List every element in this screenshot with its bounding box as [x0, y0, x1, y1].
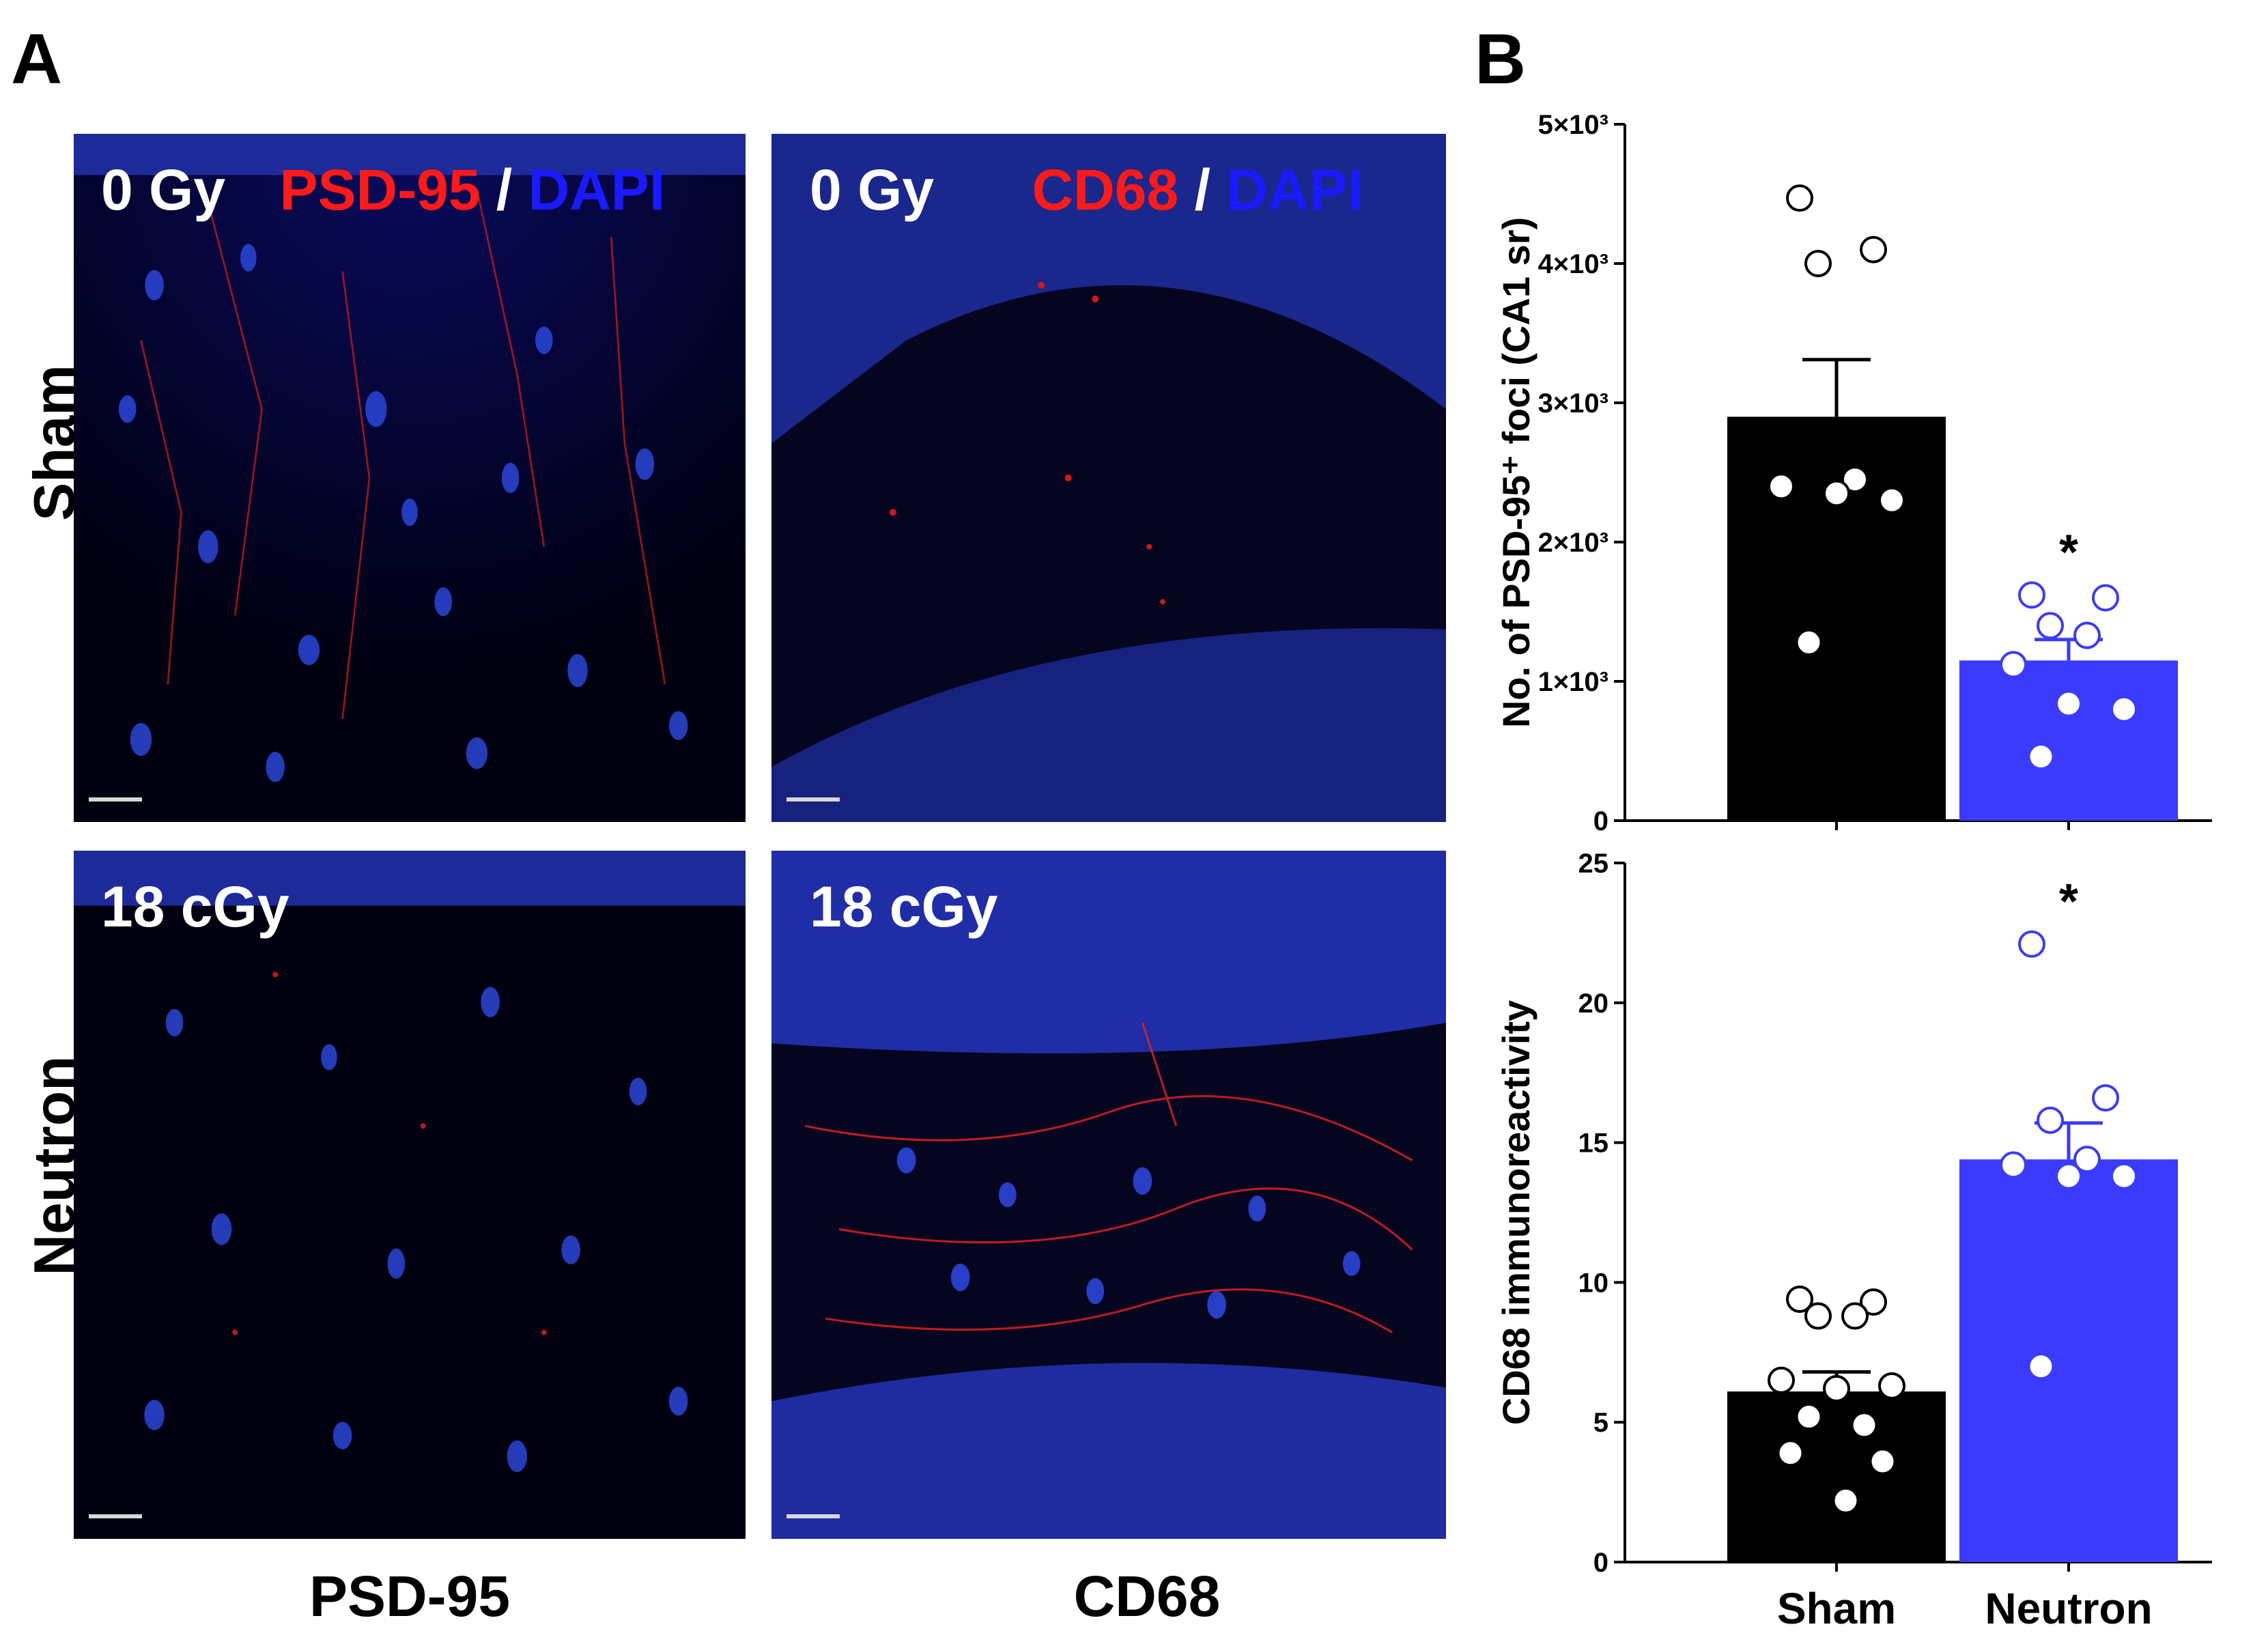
- y-tick-label: 3×10³: [1538, 388, 1608, 419]
- data-point: [2110, 1162, 2138, 1190]
- marker-label: PSD-95: [279, 158, 481, 222]
- column-label-psd95: PSD-95: [309, 1564, 511, 1628]
- data-point: [1869, 1447, 1897, 1475]
- data-point: [1860, 1288, 1887, 1316]
- data-point: [1850, 1411, 1878, 1439]
- bar: [1727, 416, 1946, 821]
- y-tick-label: 10: [1578, 1268, 1609, 1298]
- scale-bar: [786, 1514, 840, 1518]
- data-point: [2073, 1146, 2101, 1174]
- data-point: [1878, 486, 1905, 514]
- data-point: [1832, 1486, 1860, 1514]
- scale-bar: [89, 1514, 142, 1518]
- y-axis-label: CD68 immunoreactivity: [1494, 1000, 1537, 1425]
- micrograph-sham-psd95: 0 Gy PSD-95 / DAPI: [74, 134, 746, 822]
- dapi-label: DAPI: [1226, 158, 1363, 222]
- bar: [1959, 1159, 2178, 1562]
- y-tick-label: 1×10³: [1538, 667, 1608, 697]
- panel-a-letter: A: [11, 20, 63, 99]
- data-point: [1823, 479, 1850, 507]
- data-point: [1768, 472, 1795, 500]
- data-point: [2073, 621, 2101, 649]
- y-tick-label: 0: [1593, 1548, 1608, 1578]
- data-point: [2018, 581, 2045, 609]
- data-point: [2092, 1084, 2119, 1112]
- bar: [1727, 1391, 1946, 1562]
- data-point: [2037, 612, 2064, 640]
- panel-b-letter: B: [1475, 20, 1527, 99]
- data-point: [2055, 1162, 2082, 1190]
- data-point: [1860, 236, 1887, 264]
- data-point: [1823, 1375, 1850, 1403]
- significance-label: *: [2059, 526, 2078, 580]
- data-point: [2027, 1352, 2055, 1380]
- data-point: [2055, 690, 2082, 718]
- data-point: [1786, 184, 1813, 212]
- y-tick-label: 2×10³: [1538, 528, 1608, 558]
- data-point: [1841, 466, 1869, 494]
- scale-bar: [89, 797, 142, 802]
- data-point: [1804, 250, 1832, 277]
- y-tick-label: 25: [1578, 849, 1609, 879]
- y-axis-label: No. of PSD-95⁺ foci (CA1 sr): [1494, 217, 1537, 728]
- y-tick-label: 5: [1593, 1408, 1608, 1438]
- data-point: [2000, 651, 2027, 679]
- data-point: [1786, 1285, 1813, 1313]
- y-tick-label: 4×10³: [1538, 249, 1608, 279]
- data-point: [1768, 1366, 1795, 1394]
- dose-label: 0 Gy: [810, 158, 935, 222]
- data-point: [2018, 930, 2045, 958]
- data-point: [1804, 1302, 1832, 1330]
- scale-bar: [786, 797, 840, 802]
- y-tick-label: 15: [1578, 1129, 1609, 1159]
- panel-b-charts: 0 1×10³ 2×10³ 3×10³ 4×10³ 5×10³ No. of PSD-95⁺…: [1494, 110, 2212, 1633]
- data-point: [1841, 1302, 1869, 1330]
- data-point: [2092, 584, 2119, 612]
- data-point: [2110, 695, 2138, 723]
- data-point: [2027, 743, 2055, 771]
- y-tick-label: 20: [1578, 989, 1609, 1019]
- data-point: [1795, 1403, 1823, 1431]
- data-point: [2000, 1151, 2027, 1179]
- separator-label: /: [496, 158, 513, 222]
- significance-label: *: [2059, 875, 2078, 929]
- separator-label: /: [1194, 158, 1210, 222]
- y-tick-label: 0: [1593, 806, 1608, 836]
- x-tick-label: Sham: [1777, 1584, 1896, 1633]
- column-label-cd68: CD68: [1073, 1564, 1221, 1628]
- micrograph-sham-cd68: 0 Gy CD68 / DAPI: [771, 134, 1446, 822]
- x-tick-label: Neutron: [1985, 1584, 2152, 1633]
- micrograph-neutron-psd95: 18 cGy: [74, 851, 746, 1539]
- y-tick-label: 5×10³: [1538, 110, 1608, 140]
- data-point: [2037, 1106, 2064, 1134]
- dose-label: 18 cGy: [810, 875, 998, 939]
- dapi-label: DAPI: [528, 158, 666, 222]
- marker-label: CD68: [1032, 158, 1179, 222]
- micrograph-neutron-cd68: 18 cGy: [771, 851, 1446, 1539]
- dose-label: 0 Gy: [101, 158, 226, 222]
- data-point: [1878, 1372, 1905, 1400]
- bar: [1959, 660, 2178, 821]
- data-point: [1795, 628, 1823, 656]
- data-point: [1776, 1439, 1804, 1467]
- dose-label: 18 cGy: [101, 875, 289, 939]
